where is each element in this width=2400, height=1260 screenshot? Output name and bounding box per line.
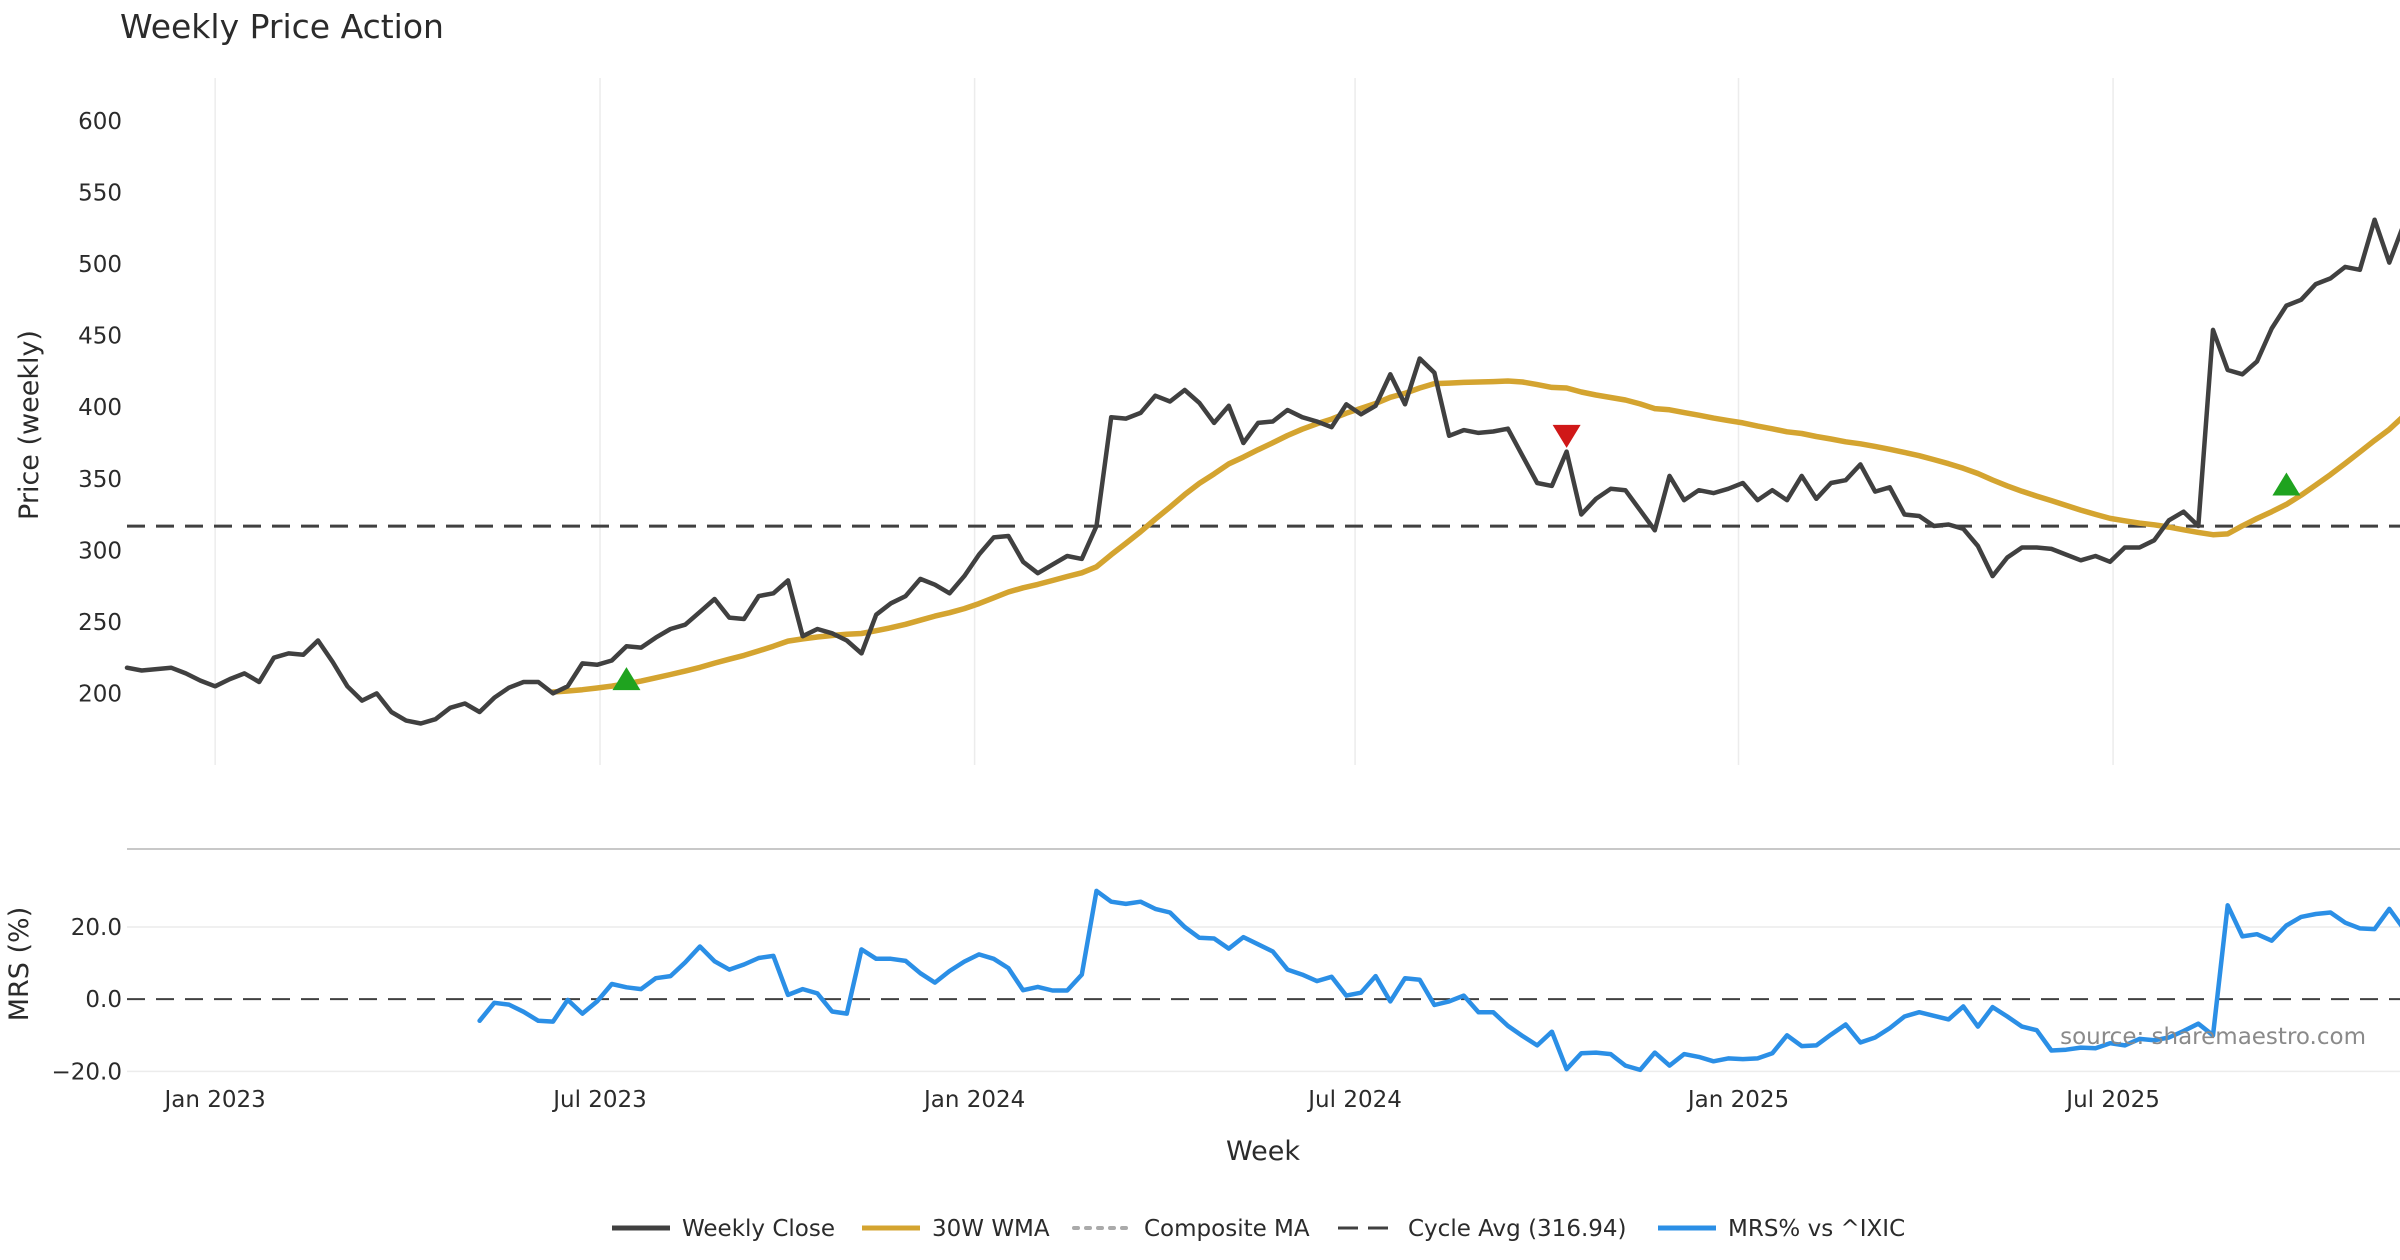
price-y-tick-label: 250 bbox=[78, 610, 122, 636]
legend-label: 30W WMA bbox=[932, 1216, 1050, 1242]
x-axis-label: Week bbox=[1226, 1136, 1300, 1167]
price-y-tick-label: 300 bbox=[78, 538, 122, 564]
legend-label: Weekly Close bbox=[682, 1216, 835, 1242]
mrs-y-axis-label: MRS (%) bbox=[4, 907, 35, 1022]
series-weekly-close bbox=[124, 217, 2400, 726]
price-y-tick-label: 550 bbox=[78, 181, 122, 207]
x-tick-label: Jul 2025 bbox=[2064, 1087, 2160, 1113]
legend-label: MRS% vs ^IXIC bbox=[1728, 1216, 1905, 1242]
price-gridlines bbox=[214, 78, 2114, 765]
price-series bbox=[124, 217, 2400, 726]
legend-label: Cycle Avg (316.94) bbox=[1408, 1216, 1627, 1242]
mrs-y-tick-label: 0.0 bbox=[85, 987, 122, 1013]
legend: Weekly Close 30W WMA Composite MA Cycle Avg… bbox=[612, 1216, 1905, 1242]
x-tick-label: Jan 2024 bbox=[922, 1087, 1025, 1113]
price-y-tick-label: 400 bbox=[78, 395, 122, 421]
mrs-y-tick-label: 20.0 bbox=[71, 915, 122, 941]
mrs-y-ticks: −20.0 0.0 20.0 bbox=[52, 915, 122, 1085]
series-mrs bbox=[477, 888, 2400, 1073]
x-tick-label: Jul 2024 bbox=[1306, 1087, 1402, 1113]
signal-markers bbox=[612, 424, 2301, 691]
source-label: source: sharemaestro.com bbox=[2060, 1024, 2366, 1050]
price-y-tick-label: 350 bbox=[78, 467, 122, 493]
x-tick-label: Jul 2023 bbox=[551, 1087, 647, 1113]
mrs-panel: −20.0 0.0 20.0 MRS (%) source: sharemaestr… bbox=[4, 888, 2400, 1085]
price-y-tick-label: 600 bbox=[78, 109, 122, 135]
x-tick-label: Jan 2025 bbox=[1686, 1087, 1789, 1113]
price-y-tick-label: 450 bbox=[78, 324, 122, 350]
price-y-tick-label: 500 bbox=[78, 252, 122, 278]
mrs-y-tick-label: −20.0 bbox=[52, 1059, 122, 1085]
price-y-axis-label: Price (weekly) bbox=[14, 330, 45, 520]
mrs-gridlines bbox=[127, 926, 2400, 1073]
series-30w-wma bbox=[550, 378, 2400, 695]
price-panel: 200 250 300 350 400 450 500 550 600 Price (weekl… bbox=[14, 78, 2400, 765]
legend-label: Composite MA bbox=[1144, 1216, 1310, 1242]
price-y-ticks: 200 250 300 350 400 450 500 550 600 bbox=[78, 109, 122, 708]
price-y-tick-label: 200 bbox=[78, 681, 122, 707]
x-axis-ticks: Jan 2023 Jul 2023 Jan 2024 Jul 2024 Jan 2025… bbox=[162, 1087, 2159, 1113]
chart-title: Weekly Price Action bbox=[120, 7, 444, 46]
buy-signal-marker bbox=[612, 667, 641, 691]
sell-signal-marker bbox=[1552, 424, 1581, 448]
series-composite-ma bbox=[551, 379, 2400, 694]
buy-signal-marker bbox=[2272, 472, 2301, 496]
x-tick-label: Jan 2023 bbox=[162, 1087, 265, 1113]
mrs-series bbox=[477, 888, 2400, 1073]
